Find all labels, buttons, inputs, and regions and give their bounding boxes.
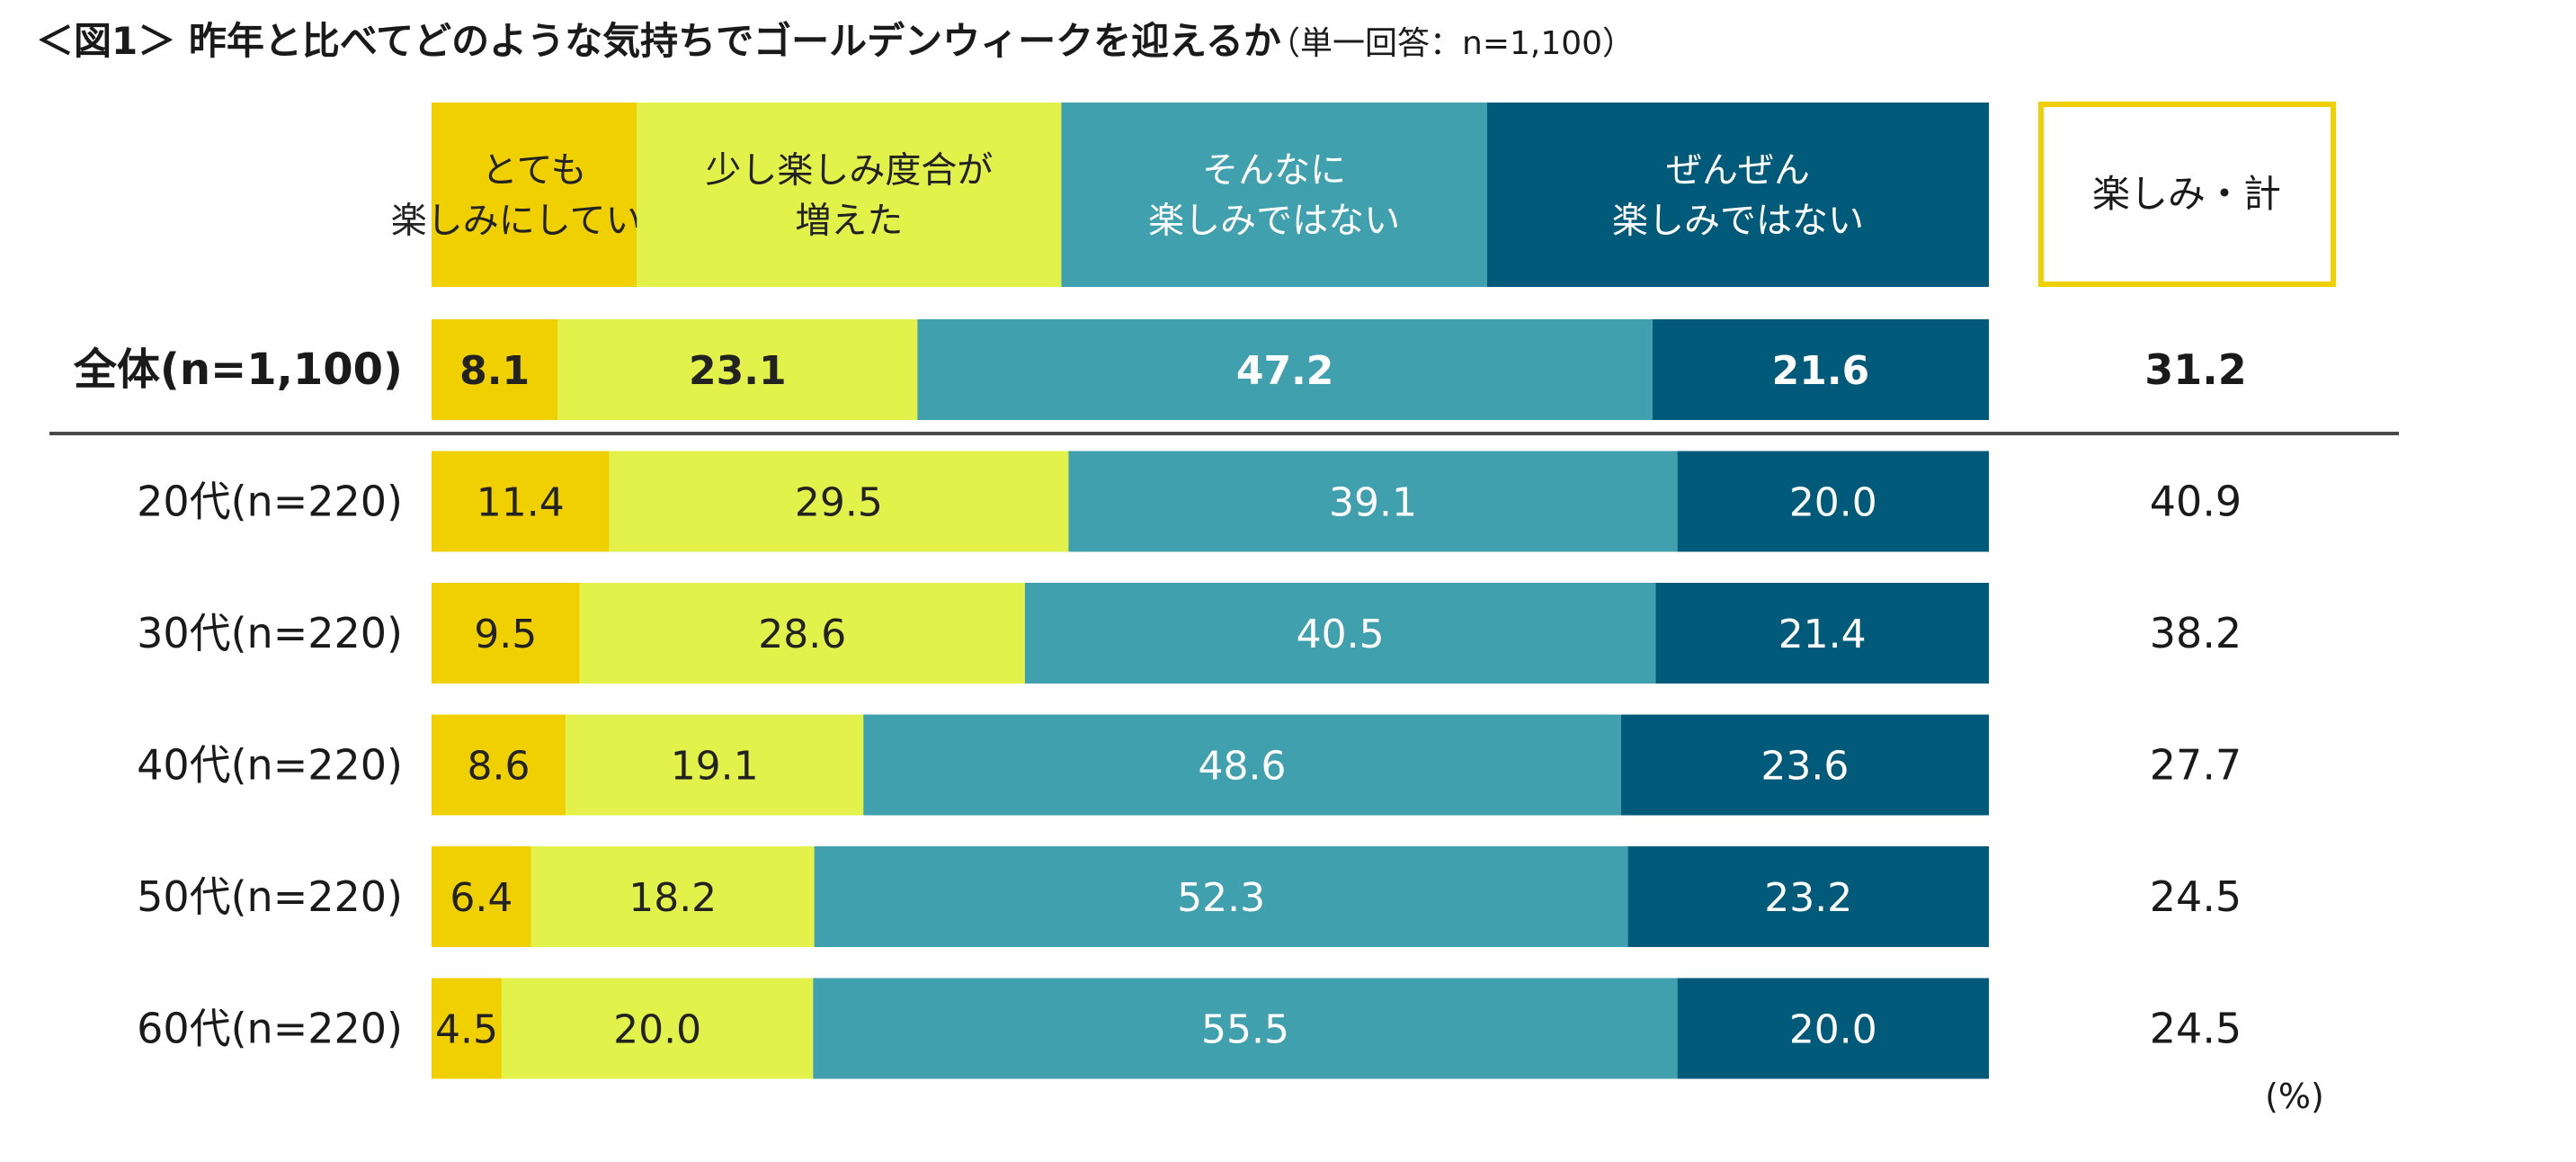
bar-value-label: 23.6 bbox=[1760, 744, 1849, 790]
bar-value-label: 19.1 bbox=[671, 744, 759, 790]
bar-value-label: 39.1 bbox=[1329, 480, 1417, 526]
bar-segment bbox=[530, 846, 815, 947]
bar-segment bbox=[557, 319, 918, 420]
total-value: 31.2 bbox=[2144, 345, 2247, 394]
row-label: 20代(n=220) bbox=[137, 478, 403, 526]
bar-value-label: 23.1 bbox=[689, 348, 787, 394]
legend-box-4 bbox=[1486, 103, 1989, 287]
bar-value-label: 20.0 bbox=[1789, 1007, 1877, 1053]
bar-row: 全体(n=1,100) 8.1 23.1 47.2 21.6 31.2 bbox=[73, 319, 2247, 420]
unit-label: (%) bbox=[2265, 1077, 2324, 1116]
row-label: 50代(n=220) bbox=[137, 872, 403, 921]
total-value: 38.2 bbox=[2150, 609, 2242, 657]
bar-value-label: 20.0 bbox=[613, 1007, 701, 1053]
bar-value-label: 8.6 bbox=[468, 744, 530, 790]
bar-segment bbox=[917, 319, 1653, 420]
bar-segment bbox=[814, 846, 1628, 947]
bar-value-label: 21.4 bbox=[1778, 612, 1867, 657]
bar-row: 30代(n=220) 9.5 28.6 40.5 21.4 38.2 bbox=[137, 583, 2242, 684]
bar-segment bbox=[1024, 583, 1656, 684]
legend-box-1 bbox=[432, 103, 637, 287]
bar-row: 50代(n=220) 6.4 18.2 52.3 23.2 24.5 bbox=[137, 846, 2242, 947]
row-label: 40代(n=220) bbox=[137, 741, 403, 790]
row-label: 全体(n=1,100) bbox=[73, 344, 403, 395]
bar-segment bbox=[813, 978, 1678, 1079]
total-value: 40.9 bbox=[2150, 478, 2242, 526]
bar-segment bbox=[1677, 978, 1989, 1079]
bar-value-label: 29.5 bbox=[795, 480, 883, 526]
bar-segment bbox=[579, 583, 1025, 684]
bar-segment bbox=[1652, 319, 1989, 420]
bar-segment bbox=[432, 846, 531, 947]
bar-segment bbox=[432, 319, 558, 420]
bar-segment bbox=[1068, 451, 1678, 552]
legend-box-3 bbox=[1061, 103, 1487, 287]
legend-box-2 bbox=[637, 103, 1062, 287]
total-value: 24.5 bbox=[2150, 1005, 2242, 1053]
bar-value-label: 40.5 bbox=[1297, 612, 1385, 657]
bar-value-label: 21.6 bbox=[1772, 348, 1870, 394]
total-value: 27.7 bbox=[2150, 741, 2242, 790]
plot-area: 全体(n=1,100) 8.1 23.1 47.2 21.6 31.2 20代(n=220)… bbox=[49, 319, 2399, 1079]
chart-subtitle: （単一回答：n=1,100） bbox=[1268, 25, 1635, 62]
bar-segment bbox=[609, 451, 1069, 552]
bar-value-label: 18.2 bbox=[628, 875, 717, 921]
bar-value-label: 11.4 bbox=[477, 480, 565, 526]
bar-segment bbox=[1620, 714, 1989, 816]
bar-row: 60代(n=220) 4.5 20.0 55.5 20.0 24.5 bbox=[137, 978, 2242, 1079]
bar-value-label: 9.5 bbox=[474, 612, 537, 657]
bar-segment bbox=[432, 583, 580, 684]
bar-segment bbox=[1655, 583, 1989, 684]
bar-segment bbox=[1677, 451, 1989, 552]
bar-value-label: 52.3 bbox=[1177, 875, 1265, 921]
bar-segment bbox=[1627, 846, 1989, 947]
bar-value-label: 6.4 bbox=[450, 875, 513, 921]
bar-row: 40代(n=220) 8.6 19.1 48.6 23.6 27.7 bbox=[137, 714, 2242, 816]
bar-value-label: 8.1 bbox=[459, 348, 530, 394]
bar-segment bbox=[501, 978, 814, 1079]
bar-segment bbox=[566, 714, 864, 816]
bar-value-label: 48.6 bbox=[1199, 744, 1287, 790]
chart-title: ＜図1＞ 昨年と比べてどのような気持ちでゴールデンウィークを迎えるか bbox=[36, 19, 1281, 63]
legend-label-2: 少し楽しみ度合が増えた bbox=[705, 150, 993, 242]
bar-segment bbox=[432, 978, 502, 1079]
bar-segment bbox=[863, 714, 1621, 816]
total-value: 24.5 bbox=[2150, 872, 2242, 921]
bar-value-label: 55.5 bbox=[1201, 1007, 1289, 1053]
bar-row: 20代(n=220) 11.4 29.5 39.1 20.0 40.9 bbox=[137, 451, 2242, 552]
bar-value-label: 28.6 bbox=[758, 612, 846, 657]
bar-value-label: 20.0 bbox=[1789, 480, 1877, 526]
total-header-label: 楽しみ・計 bbox=[2092, 172, 2281, 216]
bar-segment bbox=[432, 714, 566, 816]
bar-segment bbox=[432, 451, 610, 552]
row-label: 30代(n=220) bbox=[137, 609, 403, 657]
legend-label-3: そんなに楽しみではない bbox=[1148, 150, 1400, 242]
legend-label-1: とても楽しみにしている bbox=[391, 150, 678, 242]
bar-value-label: 47.2 bbox=[1236, 348, 1334, 394]
row-label: 60代(n=220) bbox=[137, 1005, 403, 1053]
bar-value-label: 23.2 bbox=[1764, 875, 1852, 921]
legend-label-4: ぜんぜん楽しみではない bbox=[1612, 150, 1864, 242]
total-header-box bbox=[2038, 102, 2336, 287]
bar-value-label: 4.5 bbox=[435, 1007, 498, 1053]
